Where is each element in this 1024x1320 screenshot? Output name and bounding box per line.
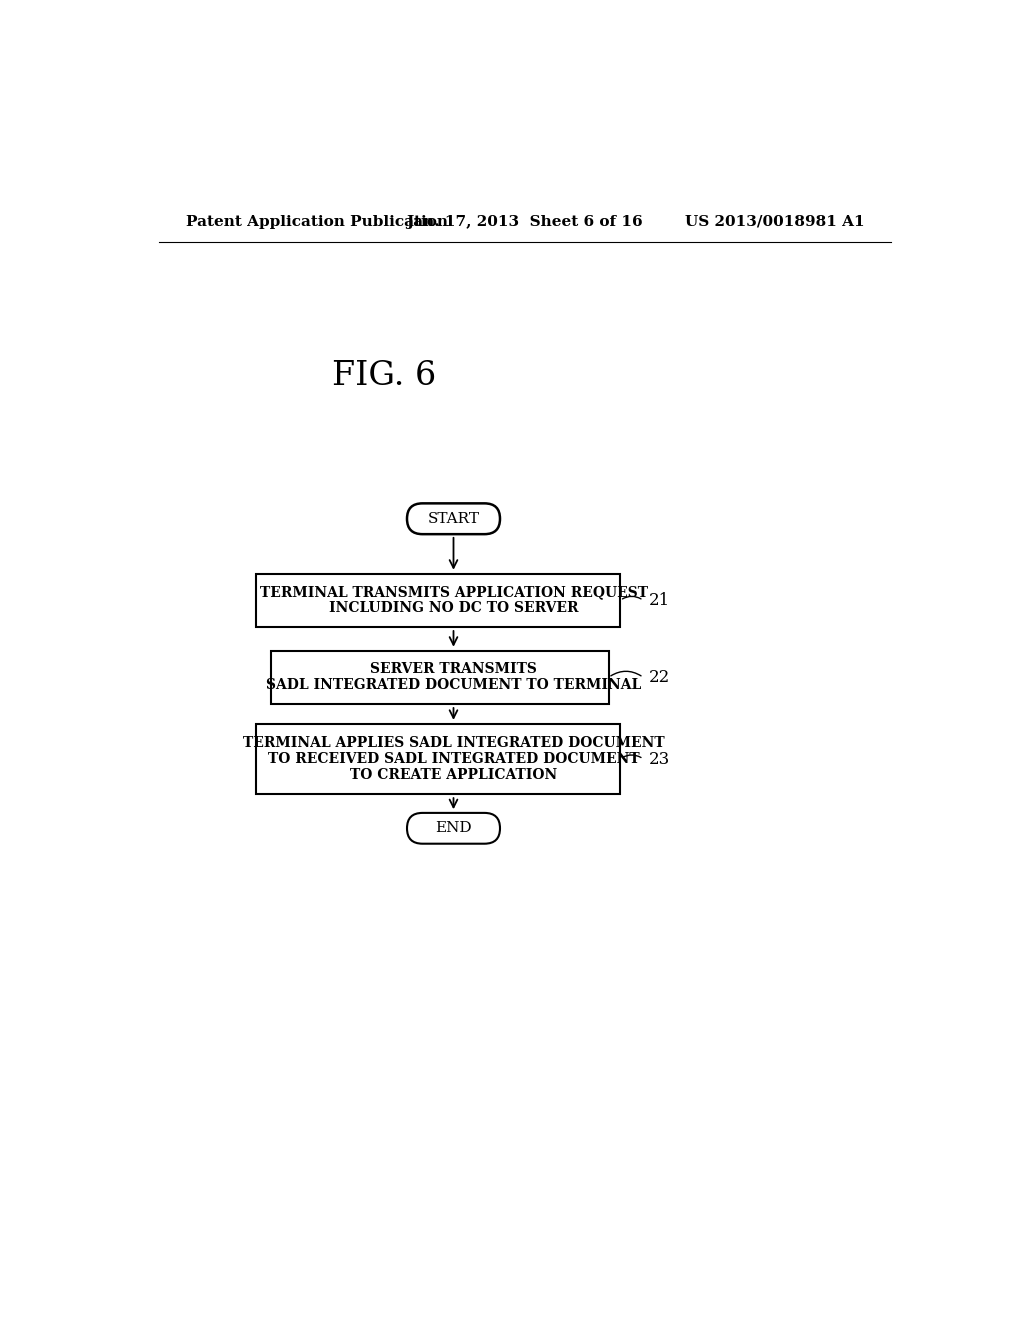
- FancyBboxPatch shape: [271, 651, 608, 704]
- FancyBboxPatch shape: [256, 574, 621, 627]
- Text: END: END: [435, 821, 472, 836]
- Text: TERMINAL TRANSMITS APPLICATION REQUEST
INCLUDING NO DC TO SERVER: TERMINAL TRANSMITS APPLICATION REQUEST I…: [259, 585, 647, 615]
- Text: SERVER TRANSMITS
SADL INTEGRATED DOCUMENT TO TERMINAL: SERVER TRANSMITS SADL INTEGRATED DOCUMEN…: [266, 663, 641, 693]
- Text: FIG. 6: FIG. 6: [332, 360, 436, 392]
- Text: 23: 23: [649, 751, 670, 767]
- FancyBboxPatch shape: [256, 725, 621, 793]
- FancyBboxPatch shape: [407, 813, 500, 843]
- Text: US 2013/0018981 A1: US 2013/0018981 A1: [685, 215, 864, 228]
- Text: TERMINAL APPLIES SADL INTEGRATED DOCUMENT
TO RECEIVED SADL INTEGRATED DOCUMENT
T: TERMINAL APPLIES SADL INTEGRATED DOCUMEN…: [243, 735, 665, 783]
- Text: START: START: [427, 512, 479, 525]
- FancyBboxPatch shape: [407, 503, 500, 535]
- Text: Jan. 17, 2013  Sheet 6 of 16: Jan. 17, 2013 Sheet 6 of 16: [407, 215, 643, 228]
- Text: Patent Application Publication: Patent Application Publication: [186, 215, 449, 228]
- Text: 21: 21: [649, 591, 670, 609]
- Text: 22: 22: [649, 669, 670, 686]
